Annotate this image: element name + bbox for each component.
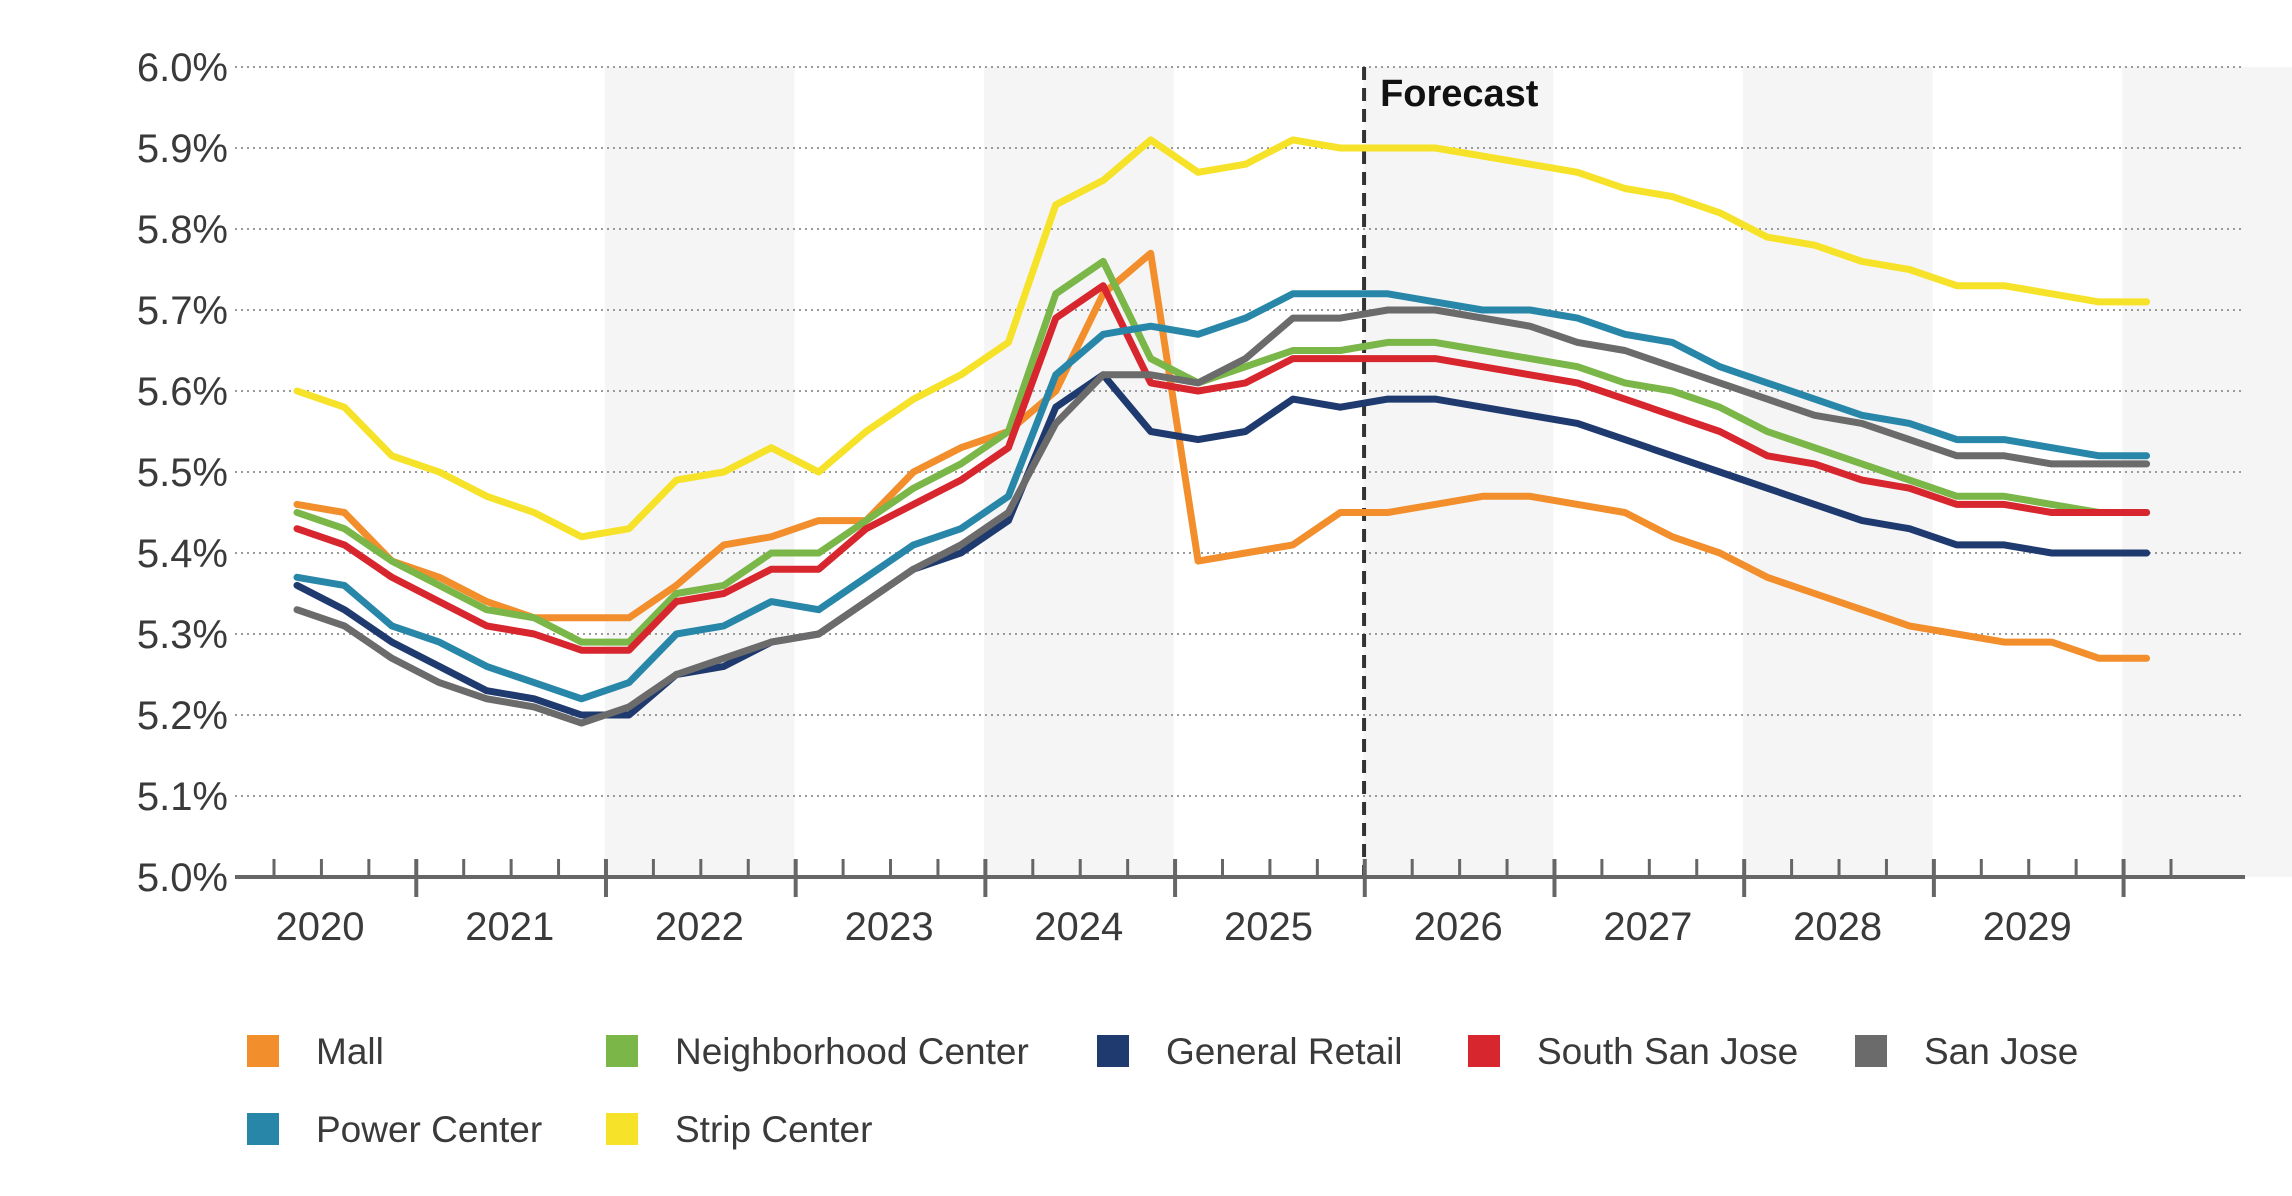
legend-swatch bbox=[606, 1035, 638, 1067]
legend-label: Mall bbox=[316, 1031, 384, 1072]
legend-swatch bbox=[247, 1035, 279, 1067]
series-line-strip-center bbox=[293, 136, 2151, 541]
legend-label: General Retail bbox=[1166, 1031, 1403, 1072]
y-tick-label: 6.0% bbox=[137, 46, 228, 90]
legend-label: South San Jose bbox=[1537, 1031, 1798, 1072]
legend-swatch bbox=[606, 1113, 638, 1145]
series-line-san-jose bbox=[293, 306, 2151, 727]
legend-item-mall: Mall bbox=[247, 1031, 384, 1072]
series-line-south-san-jose bbox=[293, 282, 2151, 654]
legend-swatch bbox=[1097, 1035, 1129, 1067]
forecast-marker: Forecast bbox=[1362, 67, 1539, 877]
shaded-year-band bbox=[2122, 67, 2292, 877]
x-tick-label: 2029 bbox=[1983, 905, 2072, 949]
y-tick-label: 5.3% bbox=[137, 613, 228, 657]
shaded-year-band bbox=[604, 67, 795, 877]
x-tick-label: 2025 bbox=[1224, 905, 1313, 949]
x-tick-label: 2026 bbox=[1414, 905, 1503, 949]
legend-item-san-jose: San Jose bbox=[1855, 1031, 2078, 1072]
series-line-neighborhood-center bbox=[293, 257, 2151, 646]
y-tick-label: 5.4% bbox=[137, 532, 228, 576]
legend-swatch bbox=[1468, 1035, 1500, 1067]
gridlines bbox=[235, 66, 2245, 797]
legend-swatch bbox=[247, 1113, 279, 1145]
series-line-power-center bbox=[293, 290, 2151, 703]
x-tick-label: 2020 bbox=[276, 905, 365, 949]
legend-item-general-retail: General Retail bbox=[1097, 1031, 1403, 1072]
y-axis-labels: 5.0% 5.1% 5.2% 5.3% 5.4% 5.5% 5.6% 5.7% 5.8% 5.9%… bbox=[137, 46, 228, 900]
legend-label: Power Center bbox=[316, 1109, 542, 1150]
legend-label: Neighborhood Center bbox=[675, 1031, 1029, 1072]
y-tick-label: 5.6% bbox=[137, 370, 228, 414]
forecast-label: Forecast bbox=[1380, 73, 1539, 115]
legend-swatch bbox=[1855, 1035, 1887, 1067]
y-tick-label: 5.7% bbox=[137, 289, 228, 333]
x-tick-label: 2028 bbox=[1793, 905, 1882, 949]
legend-item-south-san-jose: South San Jose bbox=[1468, 1031, 1798, 1072]
x-tick-label: 2022 bbox=[655, 905, 744, 949]
y-tick-label: 5.2% bbox=[137, 694, 228, 738]
series-line-mall bbox=[293, 249, 2151, 662]
x-tick-label: 2021 bbox=[465, 905, 554, 949]
x-tick-label: 2023 bbox=[845, 905, 934, 949]
legend-item-strip-center: Strip Center bbox=[606, 1109, 872, 1150]
legend-label: Strip Center bbox=[675, 1109, 872, 1150]
legend: Mall Neighborhood Center General Retail Sou… bbox=[247, 1031, 2078, 1150]
y-tick-label: 5.1% bbox=[137, 775, 228, 819]
legend-label: San Jose bbox=[1924, 1031, 2078, 1072]
y-tick-label: 5.5% bbox=[137, 451, 228, 495]
shaded-year-band bbox=[1363, 67, 1554, 877]
series-lines bbox=[293, 136, 2151, 727]
shaded-year-band bbox=[984, 67, 1174, 877]
legend-item-neighborhood-center: Neighborhood Center bbox=[606, 1031, 1029, 1072]
y-tick-label: 5.9% bbox=[137, 127, 228, 171]
x-tick-label: 2027 bbox=[1603, 905, 1692, 949]
legend-item-power-center: Power Center bbox=[247, 1109, 542, 1150]
x-axis: 2020 2021 2022 2023 2024 2025 2026 2027 2028 2029 bbox=[235, 859, 2245, 949]
x-tick-label: 2024 bbox=[1034, 905, 1123, 949]
y-tick-label: 5.0% bbox=[137, 856, 228, 900]
y-tick-label: 5.8% bbox=[137, 208, 228, 252]
